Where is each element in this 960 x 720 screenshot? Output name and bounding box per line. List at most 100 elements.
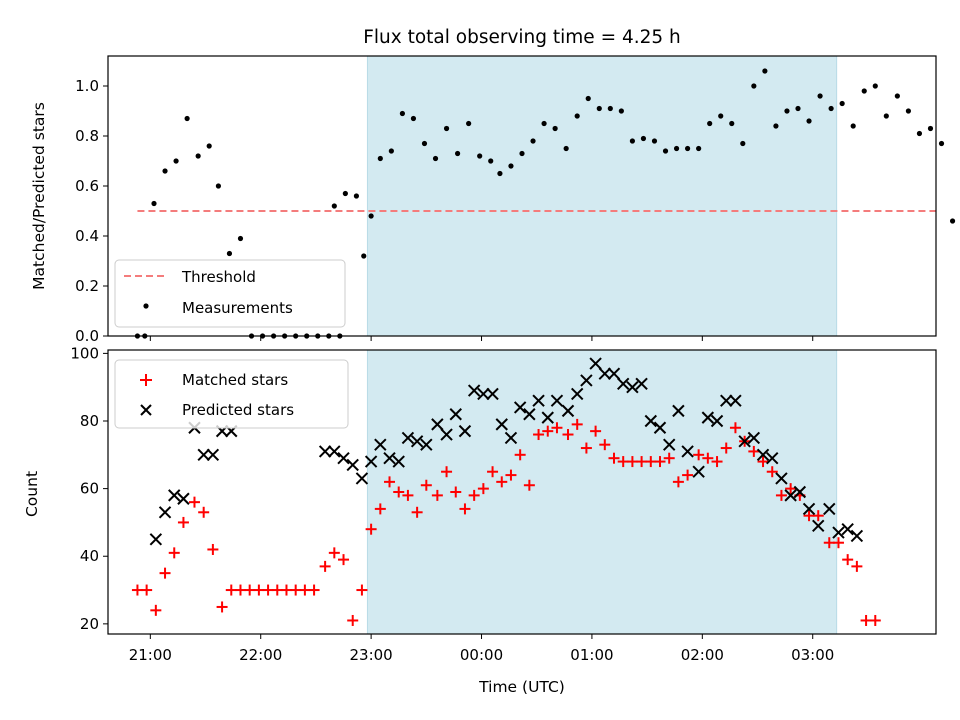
top-legend-box (114, 259, 346, 328)
measurement-point (850, 123, 856, 129)
predicted-star-point (431, 418, 444, 431)
matched-star-point (450, 486, 462, 498)
matched-star-point (244, 584, 256, 596)
predicted-star-point (644, 414, 658, 428)
matched-star-point (505, 469, 517, 481)
predicted-star-point (477, 387, 490, 401)
measurement-point (377, 155, 383, 162)
matched-star-point (131, 584, 143, 596)
matched-star-point (542, 425, 554, 437)
matched-star-point (711, 456, 723, 468)
predicted-star-point (692, 465, 705, 478)
top-panel: 0.0 0.2 0.4 0.6 0.8 1.0 Flux total observing … (30, 27, 956, 345)
matched-star-point (599, 439, 611, 451)
predicted-star-point (346, 458, 359, 472)
matched-star-point (729, 422, 741, 434)
x-tick-label: 00:00 (460, 646, 503, 664)
predicted-star-point (626, 380, 639, 394)
measurement-point (607, 105, 613, 112)
matched-star-point (411, 506, 423, 518)
matched-star-point (580, 442, 592, 454)
y-tick-label: 1.0 (75, 77, 99, 95)
top-axes-frame (107, 55, 937, 337)
measurement-point (455, 150, 461, 157)
predicted-star-point (550, 394, 564, 407)
bottom-panel: 20 40 60 80 100 21:00 22:00 23:00 00:00 01:00 02:… (23, 344, 937, 696)
matched-star-point (803, 510, 815, 522)
legend-matched-swatch (140, 374, 152, 386)
matched-star-point (347, 614, 359, 626)
top-y-axis-ticks: 0.0 0.2 0.4 0.6 0.8 1.0 (75, 77, 108, 345)
matched-star-point (308, 584, 320, 596)
measurement-point (574, 113, 580, 119)
matched-star-point (869, 614, 881, 626)
legend-predicted-label: Predicted stars (182, 401, 294, 419)
predicted-star-point (589, 357, 602, 370)
matched-star-point (459, 503, 471, 515)
measurement-point (685, 145, 691, 152)
matched-star-point (402, 489, 414, 501)
predicted-star-point (738, 435, 751, 448)
bottom-data-marks (131, 357, 881, 626)
matched-star-point (271, 584, 283, 596)
top-data-marks (134, 68, 956, 339)
matched-star-point (533, 429, 545, 441)
matched-star-point (702, 452, 714, 464)
measurement-point (784, 108, 790, 114)
y-tick-label: 80 (80, 412, 99, 430)
matched-star-point (468, 489, 480, 501)
bottom-y-axis-label: Count (23, 471, 41, 517)
matched-star-point (319, 560, 331, 572)
matched-star-point (812, 510, 824, 522)
matched-star-point (823, 537, 835, 549)
measurement-point (762, 68, 768, 74)
matched-star-point (280, 584, 292, 596)
measurement-point (905, 108, 912, 114)
matched-star-point (617, 456, 629, 468)
matched-star-point (720, 442, 732, 454)
chart-title: Flux total observing time = 4.25 h (363, 27, 681, 48)
measurement-point (488, 158, 494, 164)
predicted-star-point (766, 451, 779, 465)
matched-star-point (431, 489, 443, 501)
measurement-point (861, 88, 867, 94)
measurement-point (477, 153, 483, 159)
measurement-point (552, 125, 558, 132)
predicted-star-point (720, 394, 733, 407)
measurement-point (640, 135, 647, 142)
matched-star-point (551, 422, 563, 434)
bottom-legend: Matched stars Predicted stars (114, 359, 349, 429)
matched-star-point (441, 466, 453, 478)
predicted-star-point (449, 408, 462, 421)
y-tick-label: 40 (80, 547, 99, 565)
predicted-star-point (672, 404, 685, 418)
legend-predicted-swatch (140, 404, 152, 416)
measurement-point (162, 168, 168, 174)
predicted-star-point (802, 502, 816, 516)
measurement-point (662, 148, 669, 154)
legend-measurements-swatch (143, 303, 149, 309)
predicted-star-point (420, 438, 433, 451)
predicted-star-point (383, 451, 396, 465)
measurement-point (938, 140, 945, 147)
measurement-point (151, 200, 157, 207)
predicted-star-point (793, 485, 807, 499)
matched-star-point (356, 584, 368, 596)
predicted-star-point (607, 367, 621, 380)
matched-star-point (608, 452, 620, 464)
measurement-point (541, 120, 547, 127)
measurement-point (817, 93, 823, 99)
predicted-star-point (328, 445, 341, 458)
measurement-point (226, 250, 233, 257)
matched-star-point (757, 456, 769, 468)
matched-star-point (477, 483, 489, 495)
predicted-star-point (747, 431, 761, 445)
predicted-star-point (197, 448, 210, 462)
matched-star-point (262, 584, 274, 596)
predicted-star-point (149, 533, 163, 546)
predicted-star-point (775, 472, 788, 485)
matched-star-point (636, 456, 648, 468)
predicted-star-point (523, 408, 536, 421)
matched-star-point (188, 496, 200, 508)
predicted-star-point (168, 489, 181, 502)
